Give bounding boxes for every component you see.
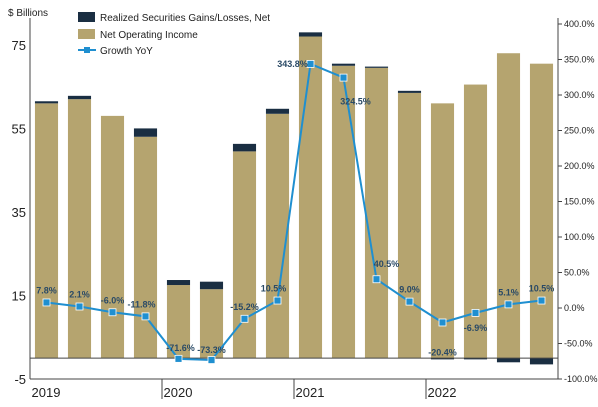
growth-yoy-point [438, 318, 447, 327]
growth-data-label: -6.0% [101, 295, 125, 305]
legend: Realized Securities Gains/Losses, Net Ne… [78, 12, 270, 57]
right-tick-label: 50.0% [564, 268, 590, 278]
growth-yoy-point [75, 302, 84, 311]
bar-realized-gains [463, 358, 488, 360]
bars-layer [34, 32, 554, 365]
growth-yoy-point [372, 275, 381, 284]
bar-net-operating-income [496, 53, 521, 359]
bar-net-operating-income [364, 67, 389, 359]
growth-data-label: -15.2% [230, 302, 259, 312]
growth-data-label: 40.5% [374, 259, 400, 269]
bar-net-operating-income [34, 103, 59, 359]
legend-label-realized-gains: Realized Securities Gains/Losses, Net [100, 13, 270, 24]
growth-yoy-point [108, 308, 117, 317]
bar-net-operating-income [265, 113, 290, 359]
right-tick-label: 300.0% [564, 90, 595, 100]
bar-net-operating-income [298, 36, 323, 359]
growth-data-label: -20.4% [428, 347, 457, 357]
bar-realized-gains [133, 128, 158, 137]
growth-yoy-point [273, 296, 282, 305]
growth-data-label: 343.8% [277, 59, 308, 69]
growth-yoy-point [240, 314, 249, 323]
growth-data-label: -6.9% [464, 323, 488, 333]
bar-net-operating-income [529, 63, 554, 359]
axes-layer: -5 15 35 55 75 -100.0% -50.0% 0.0% 50.0% 100.0% 15… [12, 18, 598, 400]
right-tick-label: -50.0% [564, 339, 593, 349]
growth-yoy-point [174, 354, 183, 363]
growth-data-label: 9.0% [399, 285, 420, 295]
growth-data-label: 2.1% [69, 290, 90, 300]
bar-realized-gains [397, 90, 422, 93]
legend-swatch-net-operating-income [78, 29, 95, 39]
bar-net-operating-income [331, 65, 356, 359]
growth-yoy-point [306, 60, 315, 68]
year-label: 2021 [296, 385, 325, 400]
growth-data-label: 324.5% [340, 97, 371, 107]
growth-yoy-point [504, 300, 513, 309]
legend-label-net-operating-income: Net Operating Income [100, 30, 198, 41]
right-tick-label: 200.0% [564, 161, 595, 171]
bar-net-operating-income [397, 92, 422, 359]
growth-data-label: -71.6% [166, 343, 195, 353]
growth-data-label: 7.8% [36, 285, 57, 295]
growth-line-layer [42, 60, 546, 364]
bar-realized-gains [529, 358, 554, 365]
bar-realized-gains [364, 66, 389, 68]
bar-realized-gains [232, 143, 257, 152]
bar-realized-gains [331, 63, 356, 66]
bar-net-operating-income [199, 289, 224, 359]
bar-net-operating-income [166, 285, 191, 359]
left-tick-label: -5 [14, 372, 26, 387]
left-tick-label: 15 [12, 288, 26, 303]
legend-label-growth: Growth YoY [100, 46, 153, 57]
bar-net-operating-income [463, 84, 488, 359]
growth-yoy-point [405, 297, 414, 306]
growth-yoy-point [42, 298, 51, 307]
legend-swatch-realized-gains [78, 12, 95, 22]
growth-yoy-point [339, 73, 348, 82]
year-label: 2019 [32, 385, 61, 400]
bar-realized-gains [265, 108, 290, 114]
legend-marker-growth [84, 47, 90, 53]
left-tick-label: 75 [12, 38, 26, 53]
growth-yoy-point [537, 296, 546, 305]
right-tick-label: 150.0% [564, 197, 595, 207]
growth-yoy-point [141, 312, 150, 321]
growth-data-label: 5.1% [498, 287, 519, 297]
right-tick-label: 100.0% [564, 232, 595, 242]
right-tick-label: 250.0% [564, 126, 595, 136]
data-labels-layer: 7.8% 2.1%-6.0% -11.8%-71.6% -73.3%-15.2%10.… [36, 59, 554, 358]
growth-yoy-point [207, 356, 216, 364]
growth-data-label: -11.8% [127, 299, 155, 309]
year-label: 2022 [428, 385, 457, 400]
year-label: 2020 [164, 385, 193, 400]
growth-data-label: 10.5% [261, 284, 287, 294]
bar-net-operating-income [100, 115, 125, 359]
bar-realized-gains [199, 281, 224, 290]
bar-realized-gains [430, 358, 455, 360]
unit-label: $ Billions [8, 8, 48, 19]
right-tick-label: 0.0% [564, 303, 585, 313]
bar-net-operating-income [232, 151, 257, 359]
bar-realized-gains [166, 280, 191, 286]
left-tick-label: 55 [12, 121, 26, 136]
bar-realized-gains [67, 95, 92, 100]
bar-net-operating-income [133, 136, 158, 359]
bar-net-operating-income [430, 103, 455, 359]
growth-data-label: -73.3% [197, 345, 226, 355]
growth-yoy-line [46, 62, 542, 362]
growth-yoy-point [471, 308, 480, 317]
bar-realized-gains [496, 358, 521, 363]
growth-data-label: 10.5% [529, 284, 555, 294]
right-tick-label: 400.0% [564, 19, 595, 29]
bar-net-operating-income [67, 99, 92, 359]
right-tick-label: -100.0% [564, 374, 598, 384]
right-tick-label: 350.0% [564, 55, 595, 65]
bar-realized-gains [298, 32, 323, 37]
left-tick-label: 35 [12, 205, 26, 220]
bar-realized-gains [34, 101, 59, 104]
